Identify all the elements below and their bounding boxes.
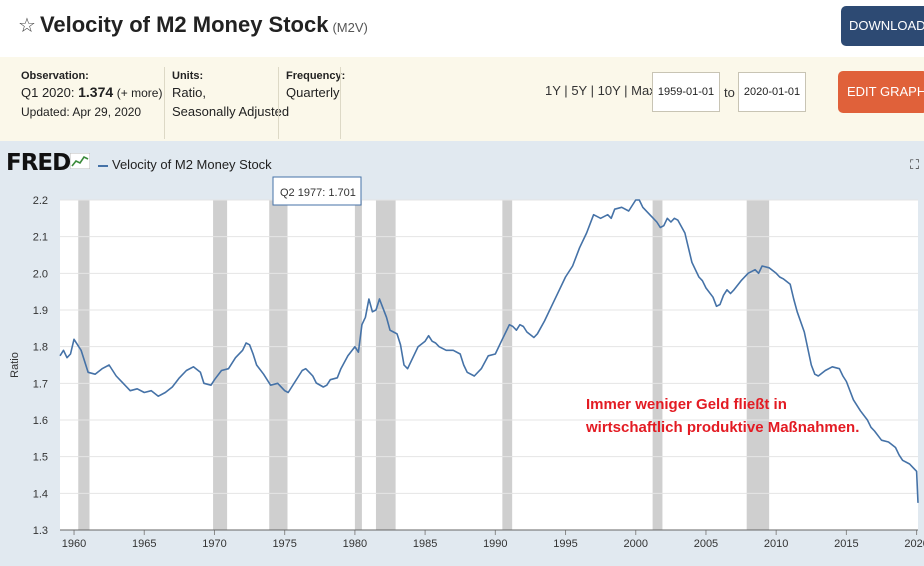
y-tick-label: 2.1 xyxy=(33,232,48,244)
divider xyxy=(340,67,341,139)
series-title: Velocity of M2 Money Stock xyxy=(39,12,329,37)
range-links: 1Y | 5Y | 10Y | Max xyxy=(545,83,656,98)
legend-swatch xyxy=(98,164,108,167)
y-tick-label: 1.9 xyxy=(33,305,48,317)
end-date-input[interactable]: 2020-01-01 xyxy=(738,72,806,112)
fullscreen-icon[interactable]: ⛶ xyxy=(910,157,920,172)
y-tick-label: 1.4 xyxy=(33,488,48,500)
observation-label: Observation: xyxy=(21,70,89,82)
units-label: Units: xyxy=(172,70,204,82)
download-button[interactable]: DOWNLOAD ⬇ xyxy=(841,6,924,46)
x-tick-label: 1975 xyxy=(272,538,296,550)
plot-background xyxy=(60,200,918,530)
divider xyxy=(164,67,165,139)
range-1y[interactable]: 1Y xyxy=(545,83,561,98)
units-line1: Ratio, xyxy=(172,85,206,100)
fred-logo-chart-icon xyxy=(70,153,90,169)
y-tick-label: 1.7 xyxy=(33,378,48,390)
observation-value: 1.374 xyxy=(78,84,114,100)
divider xyxy=(278,67,279,139)
x-tick-label: 1995 xyxy=(553,538,577,550)
download-label: DOWNLOAD xyxy=(849,18,924,33)
annotation-line2: wirtschaftlich produktive Maßnahmen. xyxy=(585,419,859,436)
x-tick-label: 1970 xyxy=(202,538,226,550)
observation-line: Q1 2020: 1.374 (+ more) xyxy=(21,83,162,103)
legend-label: Velocity of M2 Money Stock xyxy=(112,157,272,172)
info-bar: Observation: Q1 2020: 1.374 (+ more) Upd… xyxy=(0,57,924,141)
units-block: Units: Ratio, Seasonally Adjusted xyxy=(172,69,289,121)
x-tick-label: 1980 xyxy=(343,538,367,550)
tooltip-box xyxy=(272,176,362,206)
x-tick-label: 2010 xyxy=(764,538,788,550)
y-tick-label: 1.8 xyxy=(33,342,48,354)
chart-legend: Velocity of M2 Money Stock xyxy=(98,157,272,172)
observation-period: Q1 2020: xyxy=(21,85,75,100)
series-line xyxy=(59,199,919,503)
series-code: (M2V) xyxy=(332,20,368,35)
edit-graph-label: EDIT GRAPH xyxy=(847,84,924,99)
recession-band xyxy=(354,200,362,530)
x-tick-label: 1990 xyxy=(483,538,507,550)
y-tick-label: 2.0 xyxy=(33,268,48,280)
fred-logo[interactable]: FRED xyxy=(6,150,71,176)
annotation-line1: Immer weniger Geld fließt in xyxy=(586,396,787,413)
x-tick-label: 1960 xyxy=(62,538,86,550)
range-sep: | xyxy=(624,83,628,98)
observation-block: Observation: Q1 2020: 1.374 (+ more) Upd… xyxy=(21,69,162,122)
chart-area: FRED Velocity of M2 Money Stock ⛶ 1.3 1.4… xyxy=(0,141,924,566)
recession-band xyxy=(78,200,90,530)
y-tick-label: 1.3 xyxy=(33,525,48,537)
x-tick-label: 1985 xyxy=(413,538,437,550)
x-tick-label: 2020 xyxy=(904,538,924,550)
to-label: to xyxy=(724,85,735,100)
y-tick-label: 2.2 xyxy=(33,195,48,207)
x-tick-label: 2005 xyxy=(694,538,718,550)
x-tick-label: 2000 xyxy=(624,538,648,550)
units-line2: Seasonally Adjusted xyxy=(172,104,290,119)
y-tick-label: 1.6 xyxy=(33,415,48,427)
observation-more-link[interactable]: (+ more) xyxy=(116,86,163,100)
page-title: ☆ Velocity of M2 Money Stock (M2V) xyxy=(18,12,368,38)
updated-date: Updated: Apr 29, 2020 xyxy=(21,105,142,119)
start-date-input[interactable]: 1959-01-01 xyxy=(652,72,720,112)
recession-band xyxy=(746,200,770,530)
recession-band xyxy=(213,200,228,530)
frequency-block: Frequency: Quarterly xyxy=(286,69,345,102)
y-tick-label: 1.5 xyxy=(33,452,48,464)
y-axis-label: Ratio xyxy=(9,352,21,378)
range-10y[interactable]: 10Y xyxy=(597,83,621,98)
x-tick-label: 1965 xyxy=(132,538,156,550)
recession-band xyxy=(652,200,663,530)
frequency-label: Frequency: xyxy=(286,70,346,82)
x-tick-label: 2015 xyxy=(834,538,858,550)
star-icon[interactable]: ☆ xyxy=(18,15,36,37)
recession-band xyxy=(502,200,513,530)
recession-band xyxy=(375,200,396,530)
range-5y[interactable]: 5Y xyxy=(571,83,587,98)
range-sep: | xyxy=(564,83,568,98)
tooltip-text: Q2 1977: 1.701 xyxy=(280,187,356,199)
range-max[interactable]: Max xyxy=(631,83,656,98)
edit-graph-button[interactable]: EDIT GRAPH ⚙ xyxy=(838,71,924,113)
frequency-value: Quarterly xyxy=(286,85,340,100)
recession-band xyxy=(269,200,288,530)
range-sep: | xyxy=(590,83,594,98)
header: ☆ Velocity of M2 Money Stock (M2V) DOWNLOA… xyxy=(0,0,924,57)
line-chart[interactable]: 1.3 1.4 1.5 1.6 1.7 1.8 1.9 2.0 2.1 2.2 1960 1965 19… xyxy=(0,141,924,566)
